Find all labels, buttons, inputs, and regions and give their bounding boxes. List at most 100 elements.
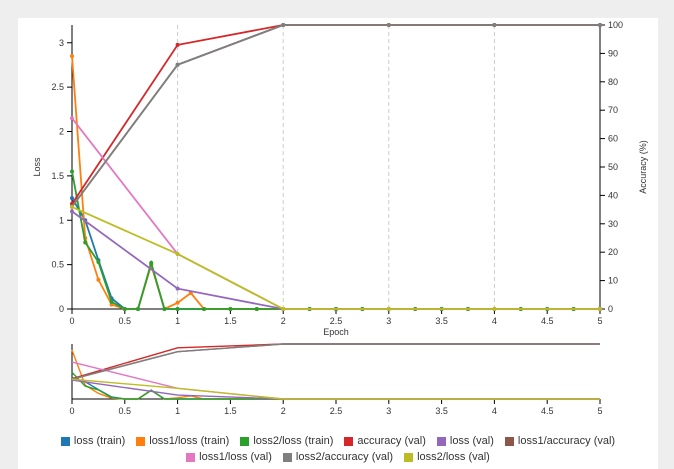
data-point [175,307,180,311]
overview-series-line [71,361,600,400]
data-point [175,42,180,47]
x-tick-label: 3.5 [435,316,448,326]
y-left-tick-label: 0 [59,304,64,314]
y-right-tick-label: 100 [608,20,623,30]
y-right-tick-label: 50 [608,162,618,172]
training-chart: 0 0.5 1 1.5 2 2.5 3 3.5 4 4.5 500.511.522.53010203… [32,20,648,416]
overview-series-line [71,376,600,400]
data-point [202,307,206,311]
data-point [281,307,286,311]
legend-item[interactable]: loss (train) [60,433,126,449]
data-point [175,251,180,256]
legend-item[interactable]: accuracy (val) [344,433,426,449]
y-right-tick-label: 60 [608,134,618,144]
legend-swatch [282,452,292,462]
overview-series-line [71,343,600,380]
legend-label: loss2/loss (train) [253,435,334,447]
y-left-tick-label: 3 [59,38,64,48]
overview-x-tick-label: 0 [69,406,74,416]
data-point [598,23,602,27]
data-point [83,240,88,245]
data-point [175,300,180,305]
x-tick-label: 4.5 [541,316,554,326]
legend-label: loss1/loss (train) [149,435,230,447]
overview-x-tick-label: 3 [386,406,391,416]
overview-series-line [71,378,600,400]
legend-swatch [344,436,354,446]
data-point [70,196,74,201]
x-axis-label: Epoch [323,327,349,337]
legend-swatch [436,436,446,446]
legend-item[interactable]: loss (val) [436,433,494,449]
data-point [175,62,180,67]
x-tick-label: 1 [175,316,180,326]
x-tick-label: 3 [386,316,391,326]
overview-x-tick-label: 5 [597,406,602,416]
y-right-tick-label: 40 [608,190,618,200]
x-tick-label: 2.5 [330,316,343,326]
y-right-axis-label: Accuracy (%) [638,140,648,194]
y-left-axis-label: Loss [32,157,42,177]
y-left-tick-label: 2 [59,127,64,137]
data-point [598,307,602,311]
legend-swatch [186,452,196,462]
data-point [70,169,74,174]
legend-row: loss1/loss (val) loss2/accuracy (val) loss… [18,449,658,465]
data-point [386,307,391,311]
data-point [109,299,114,304]
chart-panel: 0 0.5 1 1.5 2 2.5 3 3.5 4 4.5 5 0 0.5 1 1.5 2 2.5 3 0 10 20 3… [18,18,658,469]
y-right-tick-label: 80 [608,77,618,87]
data-point [492,307,497,311]
legend-label: accuracy (val) [357,435,426,447]
data-point [96,259,101,264]
series-line [71,197,600,310]
y-right-tick-label: 90 [608,48,618,58]
legend-swatch [136,436,146,446]
legend-label: loss2/accuracy (val) [295,451,394,463]
data-point [254,307,259,311]
y-left-tick-label: 0.5 [51,260,64,270]
data-point [70,116,74,121]
y-left-tick-label: 1.5 [51,171,64,181]
x-tick-label: 2 [281,316,286,326]
series-line [71,24,600,208]
y-right-tick-label: 0 [608,304,613,314]
x-tick-label: 4 [492,316,497,326]
overview-x-tick-label: 1 [175,406,180,416]
x-tick-label: 1.5 [224,316,237,326]
data-point [136,307,140,311]
legend-swatch [240,436,250,446]
data-point [96,277,101,282]
y-left-tick-label: 1 [59,215,64,225]
legend-item[interactable]: loss2/accuracy (val) [282,449,394,465]
data-point [122,307,127,311]
legend-item[interactable]: loss2/loss (val) [404,449,490,465]
legend-label: loss (train) [73,435,126,447]
legend-label: loss (val) [449,435,494,447]
x-tick-label: 0 [69,316,74,326]
x-tick-label: 5 [597,316,602,326]
y-right-tick-label: 10 [608,276,618,286]
data-point [70,204,74,209]
overview-x-tick-label: 4 [492,406,497,416]
overview-x-tick-label: 2.5 [330,406,343,416]
legend-swatch [404,452,414,462]
legend-label: loss2/loss (val) [417,451,490,463]
overview-x-tick-label: 1.5 [224,406,237,416]
overview-x-tick-label: 0.5 [119,406,132,416]
series-line [71,171,600,310]
legend-item[interactable]: loss1/loss (train) [136,433,229,449]
series-line [71,117,600,310]
series-line [71,55,600,311]
data-point [228,307,233,311]
data-point [492,23,497,27]
overview-series-line [71,343,600,380]
legend-item[interactable]: loss2/loss (train) [240,433,333,449]
legend-swatch [60,436,70,446]
data-point [175,286,180,291]
legend-label: loss1/accuracy (val) [517,435,616,447]
legend-item[interactable]: loss1/loss (val) [186,449,272,465]
legend-item[interactable]: loss1/accuracy (val) [504,433,616,449]
overview-x-tick-label: 2 [281,406,286,416]
series-line [71,24,600,205]
